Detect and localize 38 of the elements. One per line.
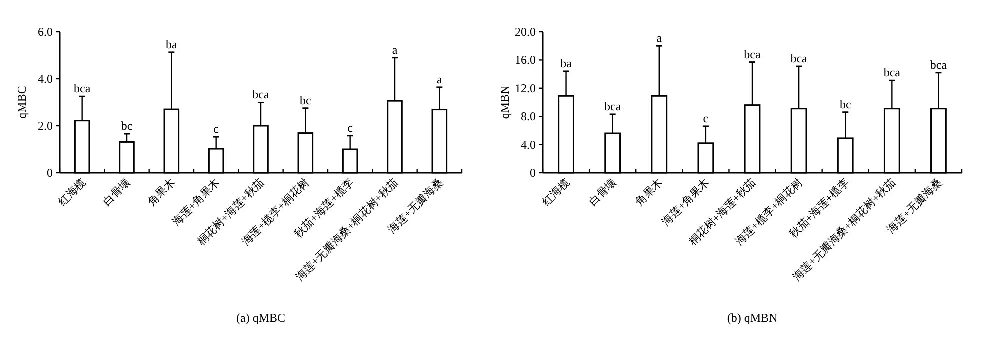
y-tick-label: 0 xyxy=(530,166,536,180)
y-axis-title: qMBN xyxy=(498,86,512,120)
x-tick-label: 白骨壤 xyxy=(586,176,619,208)
annotation: bca xyxy=(790,52,808,66)
annotation: ba xyxy=(560,56,573,70)
x-tick-label: 红海榄 xyxy=(540,176,572,208)
annotation: bc xyxy=(121,118,133,133)
x-tick-label: 白骨壤 xyxy=(100,176,134,208)
y-axis-title: qMBC xyxy=(15,86,29,119)
annotation: c xyxy=(348,120,353,135)
annotation: a xyxy=(656,31,663,46)
y-tick-label: 12.0 xyxy=(515,81,536,96)
annotation: c xyxy=(214,122,219,136)
annotation: ba xyxy=(166,37,178,52)
text: (b) qMBN xyxy=(727,311,778,325)
y-tick-label: 20.0 xyxy=(515,25,536,39)
annotation: bca xyxy=(252,88,270,102)
x-tick-label: 角果木 xyxy=(145,176,178,208)
annotation: bca xyxy=(74,82,92,96)
annotation: bca xyxy=(930,58,948,72)
y-tick-label: 8.0 xyxy=(521,110,536,124)
annotation: c xyxy=(703,111,709,126)
annotation: bc xyxy=(840,97,852,112)
x-tick-label: 角果木 xyxy=(632,176,666,208)
text: (a) qMBC xyxy=(236,311,286,325)
annotation: bca xyxy=(604,99,622,114)
y-tick-label: 6.0 xyxy=(38,25,53,39)
annotation: bca xyxy=(884,66,902,80)
y-tick-label: 2.0 xyxy=(38,119,53,133)
annotation: a xyxy=(437,72,444,86)
y-tick-label: 16.0 xyxy=(515,53,536,68)
annotation: bc xyxy=(300,93,312,108)
y-tick-label: 4.0 xyxy=(521,138,536,152)
x-tick-label: 红海榄 xyxy=(56,176,88,208)
y-tick-label: 4.0 xyxy=(38,72,53,86)
annotation: a xyxy=(392,42,398,57)
annotation: bca xyxy=(744,47,762,62)
y-tick-label: 0 xyxy=(47,166,53,180)
